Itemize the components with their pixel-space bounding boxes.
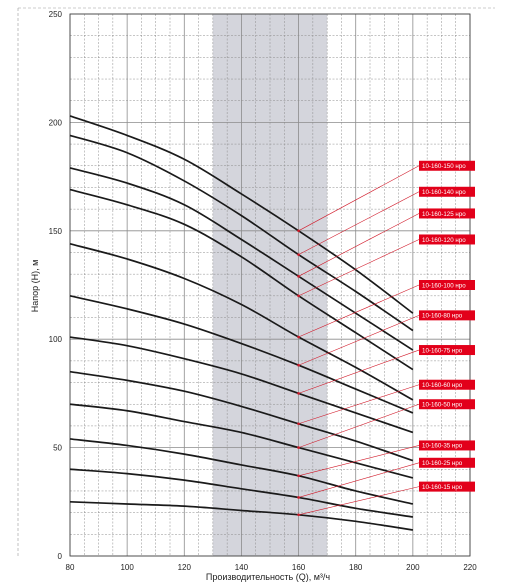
pump-curve-line: [69, 336, 414, 434]
x-tick-label: 160: [292, 563, 306, 572]
leader-point: [297, 513, 300, 517]
leader-lines-layer: [297, 165, 420, 517]
leader-line: [298, 462, 420, 498]
leader-point: [297, 446, 300, 449]
curve-label: 10-160-60 нро: [422, 382, 463, 389]
pump-curve-line: [69, 188, 414, 371]
pump-curve-line: [69, 500, 413, 531]
leader-point: [297, 335, 300, 339]
x-tick-label: 180: [349, 563, 363, 572]
leader-point: [297, 496, 300, 499]
pump-curve-line: [69, 403, 414, 479]
leader-point: [297, 275, 300, 278]
curve-label: 10-160-50 нро: [422, 402, 463, 409]
leader-point: [297, 422, 300, 426]
curve-label: 10-160-15 нро: [422, 484, 463, 491]
pump-curve-line: [69, 468, 413, 518]
curve-label: 10-160-100 нро: [422, 282, 466, 289]
pump-curve-line: [69, 295, 414, 414]
leader-line: [298, 403, 420, 448]
leader-point: [297, 229, 300, 233]
leader-line: [298, 284, 420, 338]
leader-point: [297, 474, 300, 478]
leader-point: [297, 294, 300, 298]
leader-line: [298, 384, 420, 425]
leader-line: [298, 191, 420, 255]
curve-label: 10-160-25 нро: [422, 460, 463, 467]
curve-label-box: [419, 234, 475, 245]
x-tick-label: 140: [235, 563, 249, 572]
curve-label: 10-160-35 нро: [422, 443, 463, 450]
x-tick-label: 200: [406, 563, 420, 572]
pump-curve-line: [69, 115, 414, 314]
curves-layer: [69, 115, 414, 531]
tick-labels-layer: 80 100 120 140 160 180 200 220 0 50 100 150 200 250: [49, 10, 478, 572]
curve-label: 10-160-150 нро: [422, 163, 466, 170]
curve-label-box: [419, 345, 475, 356]
curve-label-box: [419, 208, 475, 219]
leader-line: [298, 165, 420, 232]
curve-label: 10-160-140 нро: [422, 189, 466, 196]
leader-line: [298, 349, 420, 394]
leader-line: [298, 486, 420, 516]
pump-curve-line: [69, 438, 414, 505]
curve-label: 10-160-125 нро: [422, 211, 466, 218]
y-tick-label: 0: [58, 552, 63, 561]
leader-point: [297, 253, 300, 256]
curve-label: 10-160-120 нро: [422, 237, 466, 244]
curve-labels-layer: 10-160-150 нро 10-160-140 нро 10-160-125 н…: [419, 160, 475, 492]
leader-point: [297, 392, 300, 395]
curve-label-box: [419, 186, 475, 197]
curve-label-box: [419, 160, 475, 171]
curve-label-box: [419, 399, 475, 410]
x-tick-label: 80: [66, 563, 75, 572]
x-tick-label: 120: [178, 563, 192, 572]
y-tick-label: 50: [53, 444, 62, 453]
curve-label-box: [419, 310, 475, 321]
x-axis-title: Производительность (Q), м³/ч: [206, 572, 331, 582]
y-tick-label: 200: [49, 118, 63, 127]
leader-line: [298, 239, 420, 297]
y-axis-title: Напор (H), м: [30, 260, 40, 313]
curve-label: 10-160-80 нро: [422, 313, 463, 320]
y-tick-label: 250: [49, 10, 63, 19]
y-tick-label: 150: [49, 227, 63, 236]
leader-line: [298, 445, 420, 477]
curve-label-box: [419, 440, 475, 451]
y-tick-label: 100: [49, 335, 63, 344]
leader-point: [297, 363, 300, 367]
curve-label-box: [419, 457, 475, 468]
curve-label-box: [419, 379, 475, 390]
leader-line: [298, 315, 420, 366]
leader-line: [298, 213, 420, 277]
pump-curve-line: [69, 134, 414, 332]
curve-label-box: [419, 481, 475, 492]
pump-curve-line: [69, 370, 414, 462]
curve-label-box: [419, 280, 475, 290]
pump-curve-line: [69, 167, 414, 351]
x-tick-label: 220: [463, 563, 477, 572]
x-tick-label: 100: [120, 563, 134, 572]
pump-curve-line: [69, 242, 414, 401]
curve-label: 10-160-75 нро: [422, 347, 463, 354]
